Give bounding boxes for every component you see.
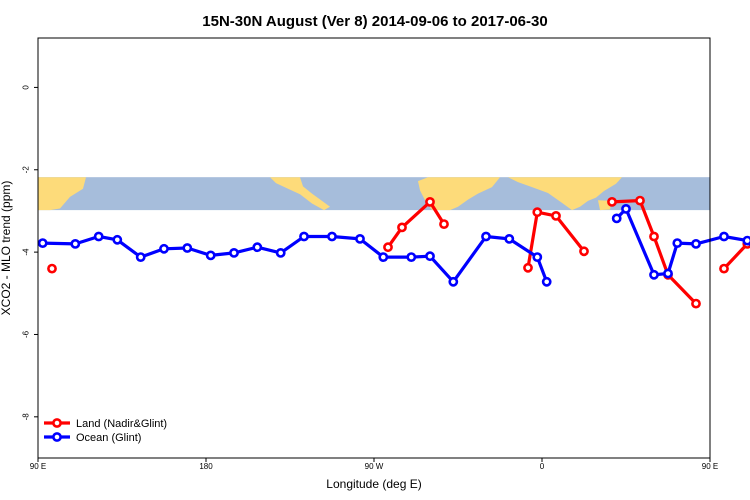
map-landmass [270, 177, 330, 211]
data-point [135, 252, 146, 262]
y-tick-label: -4 [22, 248, 31, 256]
y-tick-label: -8 [22, 413, 31, 421]
data-point [611, 213, 622, 224]
data-point [663, 268, 673, 279]
x-tick-label: 180 [199, 462, 213, 471]
data-point [47, 263, 57, 274]
map-landmass [508, 177, 622, 211]
series-layer [37, 195, 750, 309]
y-tick-label: 0 [22, 85, 31, 90]
legend-marker [52, 418, 62, 428]
x-tick-label: 90 E [702, 462, 718, 471]
data-point [355, 233, 365, 244]
legend-label: Land (Nadir&Glint) [76, 418, 167, 430]
data-point [649, 231, 659, 242]
series-line [526, 210, 586, 269]
map-landmass [290, 180, 296, 184]
y-tick-label: -6 [22, 330, 31, 338]
x-axis-label: Longitude (deg E) [326, 477, 421, 491]
data-point [448, 276, 459, 287]
data-point [252, 242, 263, 253]
map-landmass [418, 177, 500, 211]
series-line [42, 234, 549, 284]
data-point [299, 231, 309, 242]
data-point [551, 210, 561, 221]
y-tick-label: -2 [22, 166, 31, 174]
data-point [523, 262, 533, 273]
data-point [541, 276, 552, 287]
data-point [275, 247, 286, 258]
series-ocean [37, 203, 750, 287]
x-tick-label: 0 [540, 462, 545, 471]
data-point [481, 231, 491, 242]
plot-frame [37, 37, 711, 459]
x-tick-label: 90 E [30, 462, 46, 471]
data-point [607, 196, 617, 207]
data-point [229, 247, 239, 258]
series-line [615, 207, 750, 277]
data-point [406, 252, 417, 262]
data-point [182, 243, 193, 253]
data-point [504, 233, 515, 244]
data-point [439, 219, 449, 229]
chart-title: 15N-30N August (Ver 8) 2014-09-06 to 201… [202, 13, 547, 30]
data-point [378, 252, 389, 262]
data-point [719, 231, 729, 242]
data-point [425, 251, 435, 262]
data-point [691, 238, 701, 249]
series-line [722, 242, 749, 270]
data-point [37, 238, 48, 248]
data-point [719, 263, 729, 274]
data-point [621, 203, 631, 214]
series-line [386, 200, 446, 249]
data-point [672, 238, 683, 248]
y-axis-label: XCO2 - MLO trend (ppm) [0, 181, 13, 316]
data-point [635, 195, 645, 206]
data-point [327, 231, 337, 242]
x-tick-label: 90 W [365, 462, 384, 471]
data-point [112, 234, 123, 245]
legend-label: Ocean (Glint) [76, 432, 141, 444]
data-point [425, 196, 435, 207]
legend: Land (Nadir&Glint) Ocean (Glint) [44, 418, 167, 444]
data-point [397, 222, 407, 233]
data-point [742, 235, 750, 246]
map-landmass [38, 177, 86, 211]
world-map-strip [38, 177, 710, 211]
data-point [649, 269, 659, 280]
data-point [159, 243, 169, 254]
series-line [611, 199, 698, 305]
data-point [205, 250, 216, 261]
data-point [532, 207, 543, 218]
data-point [70, 238, 81, 249]
data-point [383, 242, 393, 253]
data-point [579, 246, 589, 257]
data-point [93, 231, 104, 242]
data-point [532, 252, 543, 262]
legend-marker [52, 432, 62, 442]
data-point [691, 298, 701, 309]
